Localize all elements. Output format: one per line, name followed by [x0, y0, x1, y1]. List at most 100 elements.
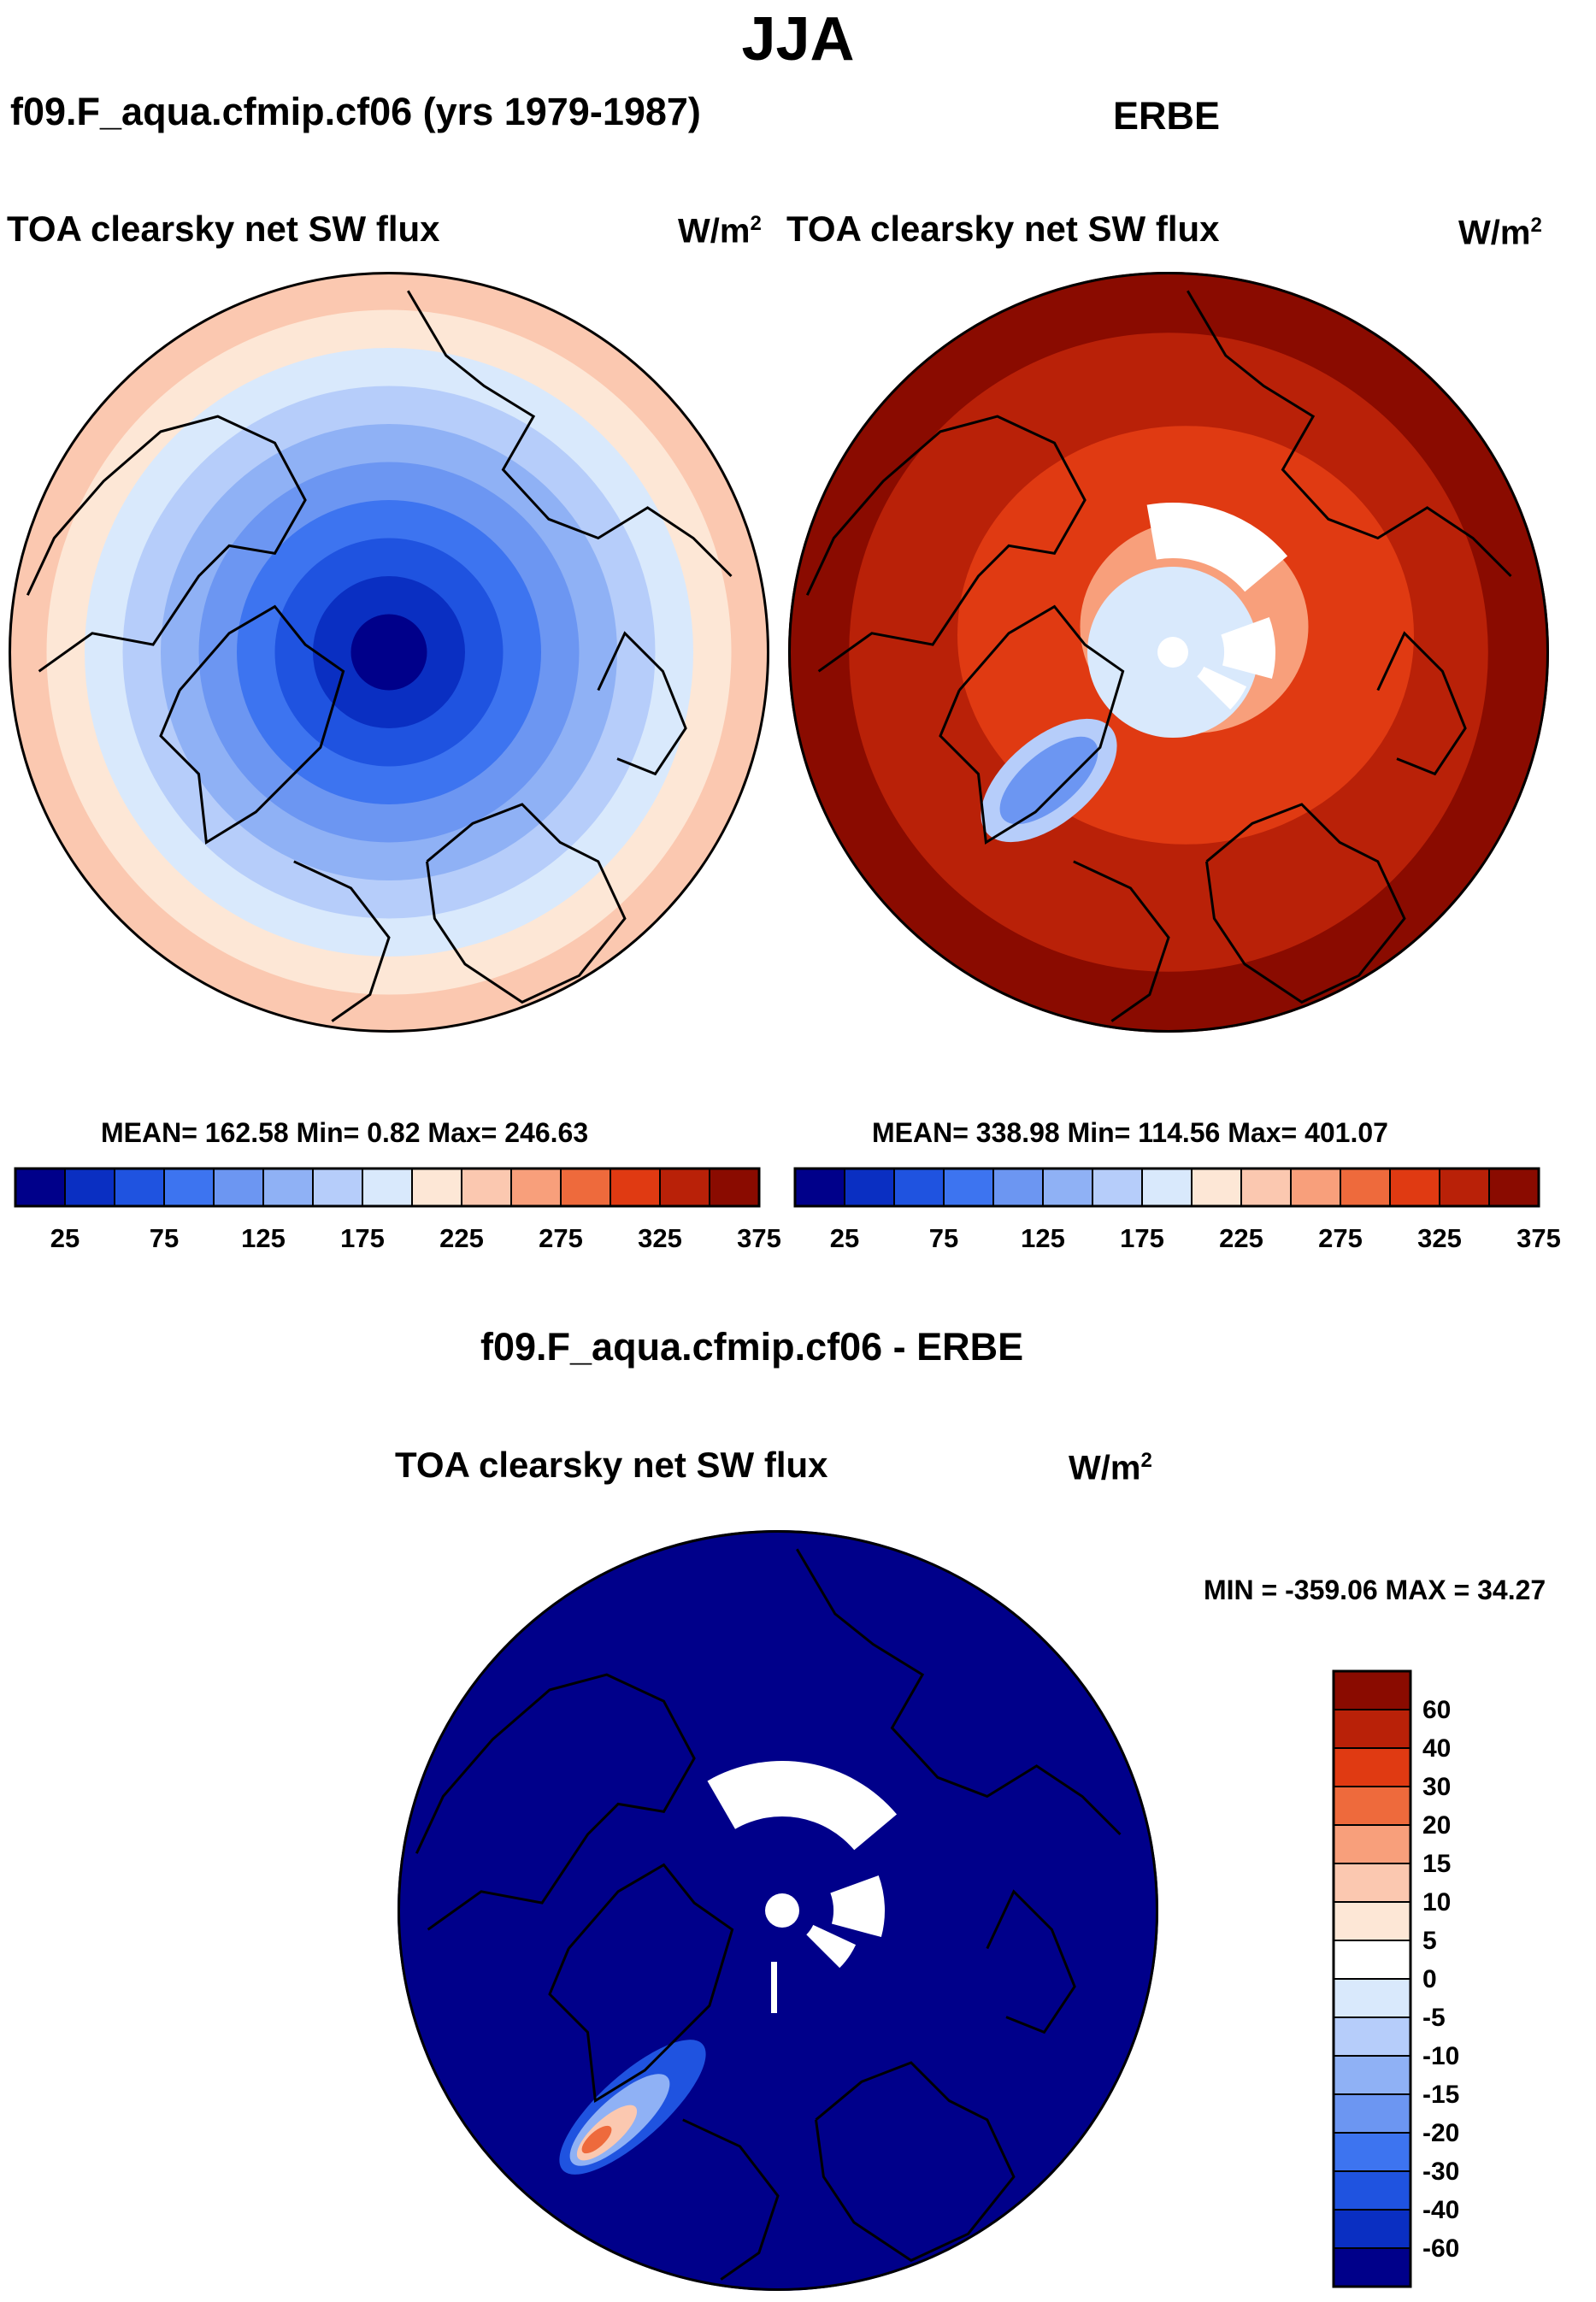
obs-coastline-6 [1376, 631, 1467, 776]
obs-variable-title: TOA clearsky net SW flux [786, 209, 1220, 249]
obs-colorbar-swatch-14 [1439, 1168, 1490, 1207]
obs-colorbar-swatch-8 [1141, 1168, 1193, 1207]
model-colorbar-swatch-14 [659, 1168, 710, 1207]
obs-coastline-5 [1073, 860, 1170, 1022]
diff-colorbar-level-label: 10 [1422, 1888, 1451, 1916]
obs-colorbar-swatch-12 [1340, 1168, 1391, 1207]
diff-pole-hole [765, 1893, 799, 1928]
obs-coastline-4 [1205, 803, 1406, 1004]
model-colorbar-frame [14, 1167, 761, 1208]
obs-colorbar-swatch-2 [844, 1168, 895, 1207]
model-colorbar-swatch-8 [362, 1168, 413, 1207]
diff-colorbar-level-label: -15 [1422, 2081, 1459, 2109]
diff-colorbar-level-label: 20 [1422, 1811, 1451, 1840]
model-colorbar-tick-label: 225 [439, 1223, 484, 1253]
diff-colorbar-swatch-3 [1333, 1747, 1411, 1787]
model-colorbar-tick-label: 375 [737, 1223, 781, 1253]
diff-colorbar-level-label: 40 [1422, 1734, 1451, 1763]
diff-colorbar-level-label: -30 [1422, 2158, 1459, 2186]
diff-missing-wedge-3 [806, 1924, 857, 1969]
model-colorbar-swatch-12 [560, 1168, 611, 1207]
obs-stats: MEAN= 338.98 Min= 114.56 Max= 401.07 [872, 1117, 1388, 1148]
diff-colorbar-swatch-16 [1333, 2247, 1411, 2287]
obs-colorbar-swatch-13 [1389, 1168, 1440, 1207]
model-map-border [9, 272, 769, 1033]
model-case-label: f09.F_aqua.cfmip.cf06 (yrs 1979-1987) [10, 90, 701, 133]
diff-colorbar-swatch-13 [1333, 2132, 1411, 2172]
diff-coastline-2 [415, 1673, 696, 1931]
diff-colorbar-swatch-8 [1333, 1940, 1411, 1980]
diff-colorbar: 60 40 30 20 15 10 5 0 -5 -10 -15 -20 -30 -40 -60 [1332, 1669, 1459, 2288]
obs-greenland-core [999, 736, 1098, 825]
diff-colorbar-level-label: -5 [1422, 2004, 1446, 2032]
diff-colorbar-swatch-14 [1333, 2170, 1411, 2211]
model-colorbar-swatch-10 [461, 1168, 512, 1207]
model-colorbar-tick-label: 125 [241, 1223, 286, 1253]
obs-coastline-3 [1187, 290, 1512, 578]
model-colorbar-swatch-7 [312, 1168, 363, 1207]
obs-colorbar-swatch-4 [943, 1168, 994, 1207]
diff-colorbar-swatch-15 [1333, 2209, 1411, 2249]
model-colorbar-swatch-1 [15, 1168, 66, 1207]
obs-colorbar-swatch-9 [1191, 1168, 1242, 1207]
diff-colorbar-swatch-2 [1333, 1709, 1411, 1749]
obs-units: W/m2 [1458, 214, 1542, 252]
model-coastline-5 [293, 860, 391, 1022]
obs-colorbar-tick-label: 325 [1417, 1223, 1462, 1253]
diff-colorbar-swatch-7 [1333, 1901, 1411, 1941]
obs-colorbar-swatch-11 [1290, 1168, 1341, 1207]
diff-colorbar-swatch-1 [1333, 1670, 1411, 1710]
diff-colorbar-level-label: 5 [1422, 1927, 1437, 1955]
obs-colorbar-tick-label: 275 [1318, 1223, 1363, 1253]
obs-colorbar-swatch-5 [992, 1168, 1044, 1207]
obs-colorbar-tick-label: 375 [1516, 1223, 1561, 1253]
obs-colorbar-tick-label: 75 [929, 1223, 958, 1253]
diff-coastline-6 [986, 1889, 1076, 2034]
model-contour-band-1 [350, 614, 427, 691]
model-colorbar-swatch-11 [510, 1168, 562, 1207]
model-colorbar-swatch-6 [262, 1168, 314, 1207]
model-colorbar-swatch-3 [114, 1168, 165, 1207]
diff-colorbar-swatch-6 [1333, 1863, 1411, 1903]
diff-colorbar-level-label: -10 [1422, 2042, 1459, 2070]
model-colorbar-tick-label: 275 [539, 1223, 583, 1253]
model-colorbar-tick-label: 325 [638, 1223, 682, 1253]
model-colorbar-swatch-5 [213, 1168, 264, 1207]
obs-colorbar-swatch-10 [1240, 1168, 1292, 1207]
model-coastline-4 [426, 803, 627, 1004]
model-coastline-1 [159, 604, 345, 845]
diff-colorbar-swatch-9 [1333, 1978, 1411, 2018]
obs-colorbar-swatch-15 [1488, 1168, 1540, 1207]
obs-colorbar-swatch-6 [1042, 1168, 1093, 1207]
obs-colorbar-swatch-3 [893, 1168, 945, 1207]
diff-stats: MIN = -359.06 MAX = 34.27 [1204, 1575, 1546, 1605]
diff-units: W/m2 [1069, 1449, 1152, 1487]
diff-case-label: f09.F_aqua.cfmip.cf06 - ERBE [480, 1325, 1024, 1369]
diff-colorbar-level-label: 15 [1422, 1850, 1451, 1878]
diff-colorbar-level-label: 0 [1422, 1965, 1437, 1993]
diff-colorbar-level-label: -20 [1422, 2119, 1459, 2147]
diff-colorbar-level-label: -60 [1422, 2234, 1459, 2263]
diff-colorbar-swatch-12 [1333, 2093, 1411, 2134]
obs-colorbar-frame [793, 1167, 1540, 1208]
model-colorbar-swatch-4 [163, 1168, 215, 1207]
obs-map-border [788, 272, 1549, 1033]
diff-colorbar-level-label: 60 [1422, 1696, 1451, 1724]
model-units: W/m2 [678, 212, 762, 250]
diff-coastline-5 [682, 2118, 780, 2281]
model-colorbar-tick-label: 175 [340, 1223, 385, 1253]
obs-missing-wedge-1 [1146, 503, 1288, 592]
obs-missing-wedge-3 [1197, 666, 1247, 710]
model-colorbar: 25 75 125 175 225 275 325 375 [14, 1167, 781, 1253]
obs-colorbar-tick-label: 125 [1021, 1223, 1065, 1253]
model-coastline-2 [26, 415, 307, 673]
model-coastline-3 [407, 290, 733, 578]
model-colorbar-tick-label: 25 [50, 1223, 80, 1253]
obs-missing-wedge-2 [1221, 616, 1275, 680]
model-colorbar-swatch-13 [610, 1168, 661, 1207]
model-colorbar-swatch-15 [709, 1168, 760, 1207]
obs-colorbar: 25 75 125 175 225 275 325 375 [793, 1167, 1561, 1253]
diff-missing-wedge-2 [830, 1875, 885, 1938]
diff-colorbar-swatch-5 [1333, 1824, 1411, 1864]
figure-title: JJA [741, 5, 855, 74]
